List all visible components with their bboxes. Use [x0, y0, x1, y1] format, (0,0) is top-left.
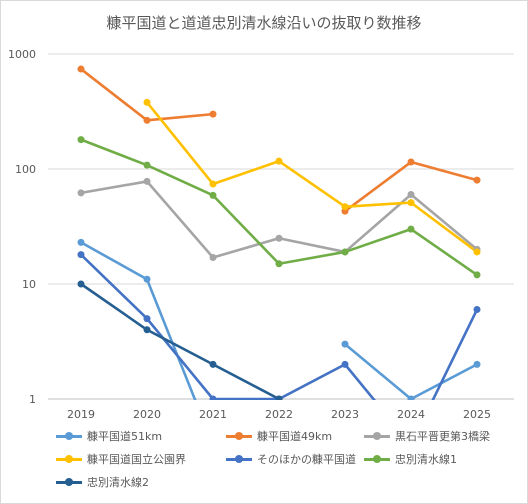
data-point [209, 253, 217, 261]
data-point [143, 161, 151, 169]
x-tick-label: 2021 [199, 408, 227, 421]
data-point [407, 225, 415, 233]
series-points [77, 65, 481, 400]
data-point [143, 116, 151, 124]
legend-swatch [56, 454, 82, 464]
data-point [341, 360, 349, 368]
data-point [473, 176, 481, 184]
data-point [209, 360, 217, 368]
data-point [275, 260, 283, 268]
x-axis-ticks: 2019 2020 2021 2022 2023 2024 2025 [67, 408, 491, 421]
data-point [143, 315, 151, 323]
series-line [79, 180, 479, 259]
data-point [407, 199, 415, 207]
legend-item: 糠平国道49km [226, 428, 332, 444]
data-point [275, 395, 283, 400]
data-point [473, 248, 481, 256]
legend-item: 忠別清水線2 [56, 474, 149, 490]
legend-swatch [364, 431, 390, 441]
x-tick-label: 2025 [463, 408, 491, 421]
y-axis-ticks: 1 10 100 1000 [8, 48, 36, 406]
data-point [209, 395, 217, 400]
series-line [145, 101, 479, 254]
data-point [77, 65, 85, 73]
data-point [341, 340, 349, 348]
legend-label: 糠平国道国立公園界 [87, 453, 186, 466]
legend-label: 黒石平晋更第3橋梁 [395, 430, 490, 443]
data-point [77, 251, 85, 259]
series-line [79, 67, 215, 122]
data-point [473, 271, 481, 279]
y-tick-label: 1 [29, 393, 36, 406]
y-tick-label: 100 [15, 163, 36, 176]
legend-swatch [56, 431, 82, 441]
x-tick-label: 2020 [133, 408, 161, 421]
legend-item: 忠別清水線1 [364, 451, 457, 467]
legend-item: そのほかの糠平国道 [226, 451, 356, 467]
x-tick-label: 2022 [265, 408, 293, 421]
x-tick-label: 2019 [67, 408, 95, 421]
legend-item: 糠平国道51km [56, 428, 162, 444]
data-point [275, 157, 283, 165]
data-point [341, 248, 349, 256]
data-point [77, 280, 85, 288]
legend-label: 忠別清水線2 [87, 476, 149, 489]
data-point [209, 191, 217, 199]
data-point [341, 203, 349, 211]
legend-swatch [226, 431, 252, 441]
legend-label: 糠平国道51km [87, 430, 163, 443]
chart-title: 糠平国道と道道忠別清水線沿いの抜取り数推移 [106, 14, 422, 32]
data-point [209, 180, 217, 188]
legend-label: 糠平国道49km [257, 430, 333, 443]
data-point [209, 110, 217, 118]
data-point [143, 98, 151, 106]
data-point [143, 177, 151, 185]
data-point [143, 275, 151, 283]
y-tick-label: 10 [22, 278, 36, 291]
legend-swatch [226, 454, 252, 464]
data-point [407, 191, 415, 199]
series-lines [79, 67, 479, 400]
legend-label: 忠別清水線1 [395, 453, 457, 466]
data-point [77, 238, 85, 246]
data-point [143, 326, 151, 334]
series-line [79, 282, 281, 400]
legend-swatch [364, 454, 390, 464]
data-point [473, 306, 481, 314]
legend-item: 黒石平晋更第3橋梁 [364, 428, 490, 444]
data-point [407, 395, 415, 400]
x-tick-label: 2023 [331, 408, 359, 421]
y-tick-label: 1000 [8, 48, 36, 61]
legend-label: そのほかの糠平国道 [257, 453, 356, 466]
data-point [77, 136, 85, 144]
data-point [275, 234, 283, 242]
legend-item: 糠平国道国立公園界 [56, 451, 186, 467]
data-point [473, 360, 481, 368]
data-point [407, 158, 415, 166]
data-point [77, 189, 85, 197]
legend-swatch [56, 477, 82, 487]
x-tick-label: 2024 [397, 408, 425, 421]
